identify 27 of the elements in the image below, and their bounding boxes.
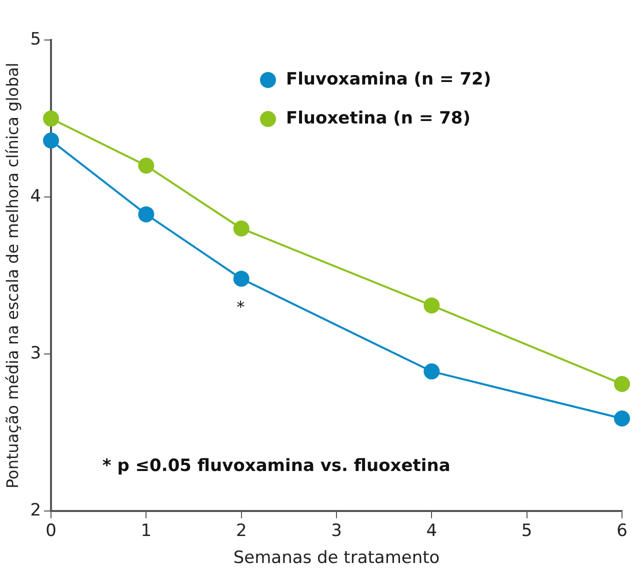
y-tick-label: 3 <box>30 344 42 364</box>
point <box>614 376 630 392</box>
y-axis-title: Pontuação média na escala de melhora clínica global <box>2 62 22 489</box>
x-tick-label: 1 <box>140 520 152 541</box>
legend-label: Fluvoxamina (n = 72) <box>286 69 492 90</box>
point <box>233 270 250 287</box>
point <box>138 206 154 222</box>
point <box>424 363 440 380</box>
point <box>233 220 250 236</box>
point <box>43 132 60 149</box>
y-tick-label: 5 <box>30 29 42 50</box>
point <box>43 110 60 127</box>
x-tick-label: 2 <box>236 520 247 541</box>
annotation: * <box>236 298 245 317</box>
x-axis-title: Semanas de tratamento <box>233 548 440 568</box>
point <box>138 158 154 174</box>
x-tick-label: 0 <box>46 520 56 541</box>
x-tick-label: 3 <box>331 520 342 541</box>
point <box>424 297 440 314</box>
y-tick-label: 2 <box>30 500 42 521</box>
y-tick-label: 4 <box>30 186 42 206</box>
legend-label: Fluoxetina (n = 78) <box>286 108 471 128</box>
point <box>614 410 630 427</box>
x-tick-label: 5 <box>521 520 532 541</box>
x-tick-label: 4 <box>426 520 438 541</box>
x-tick-label: 6 <box>616 520 628 541</box>
annotation: * p ≤0.05 fluvoxamina vs. fluoxetina <box>102 456 450 476</box>
